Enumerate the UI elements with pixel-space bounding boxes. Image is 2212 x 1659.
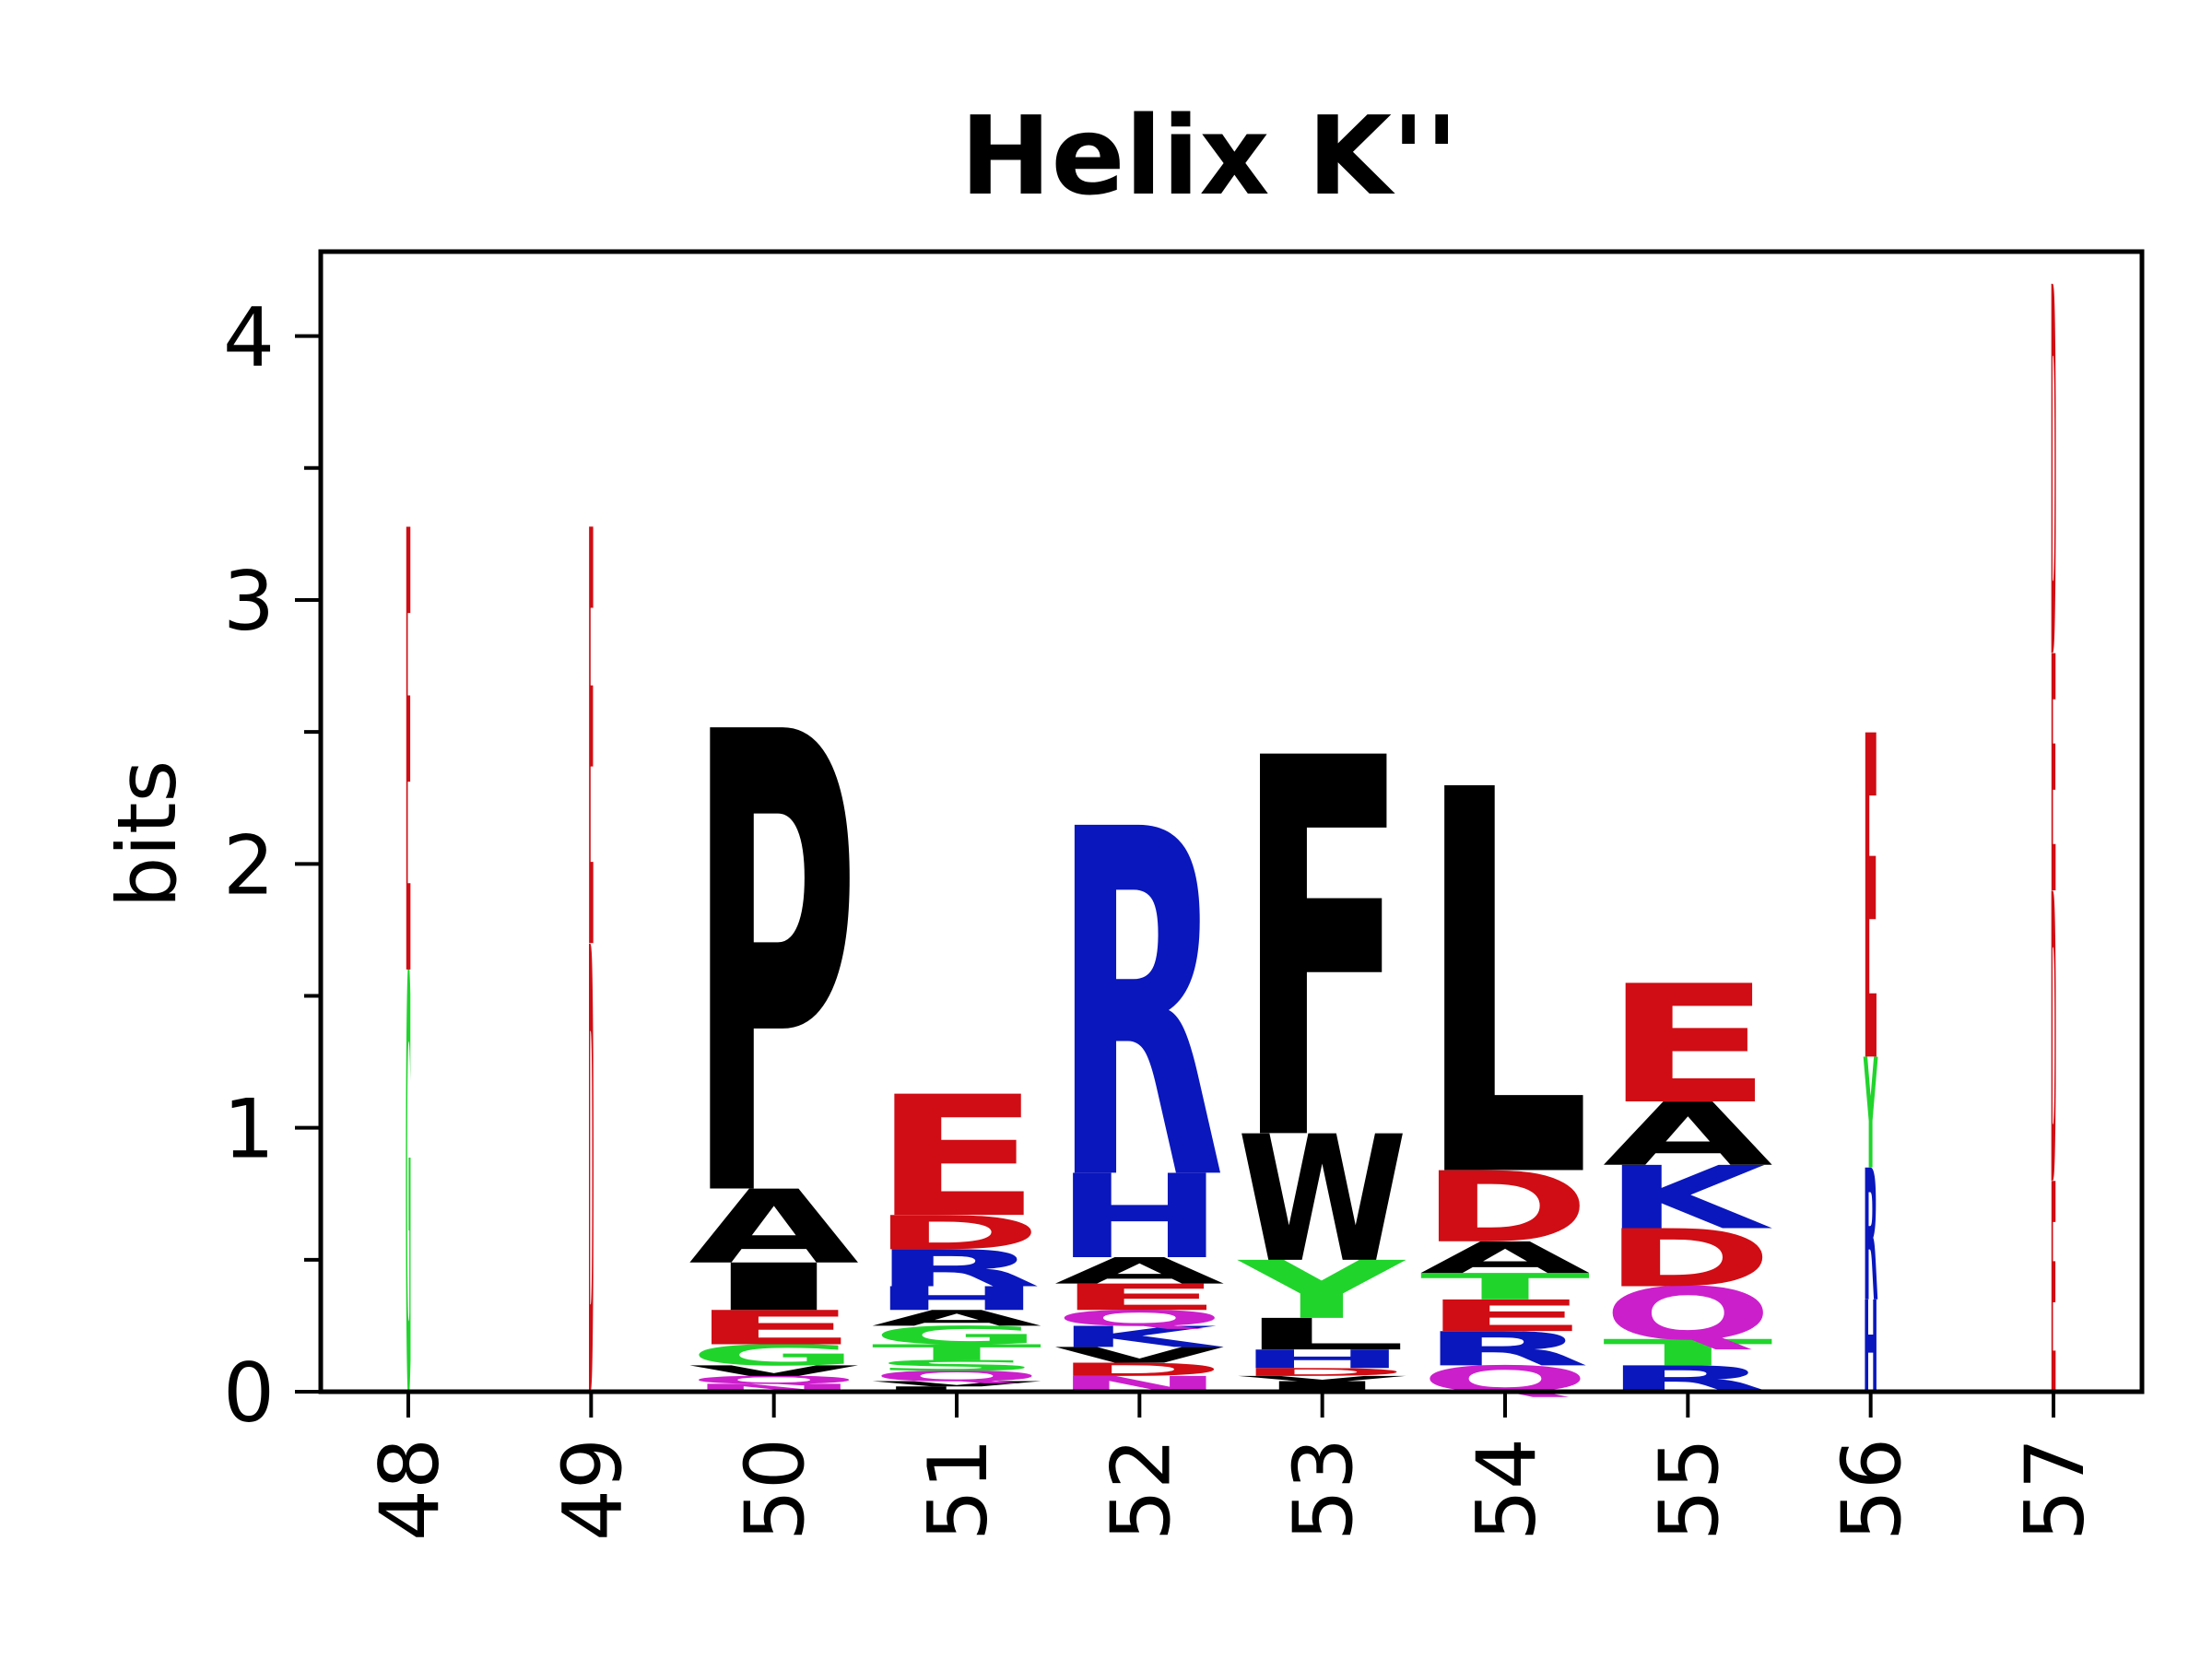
logo-letter-E: E: [1603, 950, 1773, 1139]
x-tick-label: 51: [911, 1438, 1006, 1541]
logo-letter-R: R: [1054, 731, 1225, 1287]
logo-letter-A: A: [872, 1306, 1042, 1331]
logo-letter-T: T: [872, 1340, 1042, 1365]
y-axis-ticks: 0 1 2 3 4: [223, 290, 321, 1441]
logo-letter-E: E: [1054, 1277, 1225, 1319]
logo-letters: GEDENQVGEIAPLVQSTGAHRDENDVKQEAHRIVDHLYWF…: [406, 183, 2056, 1537]
logo-letter-H: H: [1864, 1276, 1878, 1423]
logo-letter-E: E: [2051, 588, 2056, 967]
logo-letter-D: D: [1603, 1212, 1773, 1305]
logo-letter-Q: Q: [872, 1368, 1042, 1384]
logo-letter-A: A: [1420, 1232, 1591, 1283]
logo-letter-E: E: [588, 414, 594, 1078]
logo-letter-R: R: [872, 1240, 1042, 1299]
x-tick-label: 50: [728, 1438, 823, 1541]
logo-letter-Y: Y: [1237, 1243, 1406, 1336]
logo-letter-D: D: [1054, 1359, 1225, 1381]
logo-letter-V: V: [1054, 1343, 1225, 1368]
logo-letter-H: H: [872, 1280, 1042, 1318]
logo-letter-D: D: [872, 1206, 1042, 1260]
logo-letter-V: V: [688, 1362, 859, 1379]
logo-letter-D: D: [2051, 812, 2056, 1275]
y-tick-label: 4: [223, 290, 275, 385]
logo-letter-D: D: [1237, 1366, 1407, 1379]
logo-letter-L: L: [872, 1385, 1042, 1394]
x-axis-ticks: 48 49 50 51 52 53 54 55 56 57: [362, 1392, 2102, 1541]
logo-letter-A: A: [1603, 1084, 1773, 1185]
logo-letter-H: H: [1237, 1345, 1407, 1374]
x-tick-label: 48: [362, 1438, 457, 1541]
logo-letter-Q: Q: [688, 1374, 859, 1387]
logo-letter-G: G: [688, 1338, 859, 1371]
x-tick-label: 52: [1093, 1438, 1188, 1541]
logo-letter-E: E: [688, 1300, 859, 1355]
y-tick-label: 3: [223, 554, 275, 649]
y-tick-label: 2: [223, 818, 275, 912]
logo-letter-Q: Q: [1054, 1306, 1225, 1331]
logo-letter-F: F: [1237, 652, 1407, 1257]
logo-letter-H: H: [1054, 1150, 1225, 1285]
y-axis-label: bits: [100, 760, 194, 909]
logo-letter-D: D: [1420, 1151, 1591, 1265]
logo-letter-A: A: [1054, 1250, 1225, 1292]
logo-letter-L: L: [1420, 682, 1591, 1296]
x-tick-label: 57: [2007, 1438, 2102, 1541]
plot-frame: [318, 249, 2145, 1394]
logo-letter-T: T: [1603, 1332, 1773, 1374]
logo-letter-E: E: [872, 1061, 1042, 1254]
logo-letter-K: K: [1054, 1320, 1225, 1353]
y-tick-label: 1: [223, 1082, 275, 1177]
logo-letter-A: A: [688, 1169, 859, 1287]
logo-letter-E: E: [1420, 1291, 1591, 1342]
logo-letter-V: V: [872, 1380, 1042, 1388]
y-tick-label: 0: [223, 1346, 275, 1441]
x-tick-label: 54: [1459, 1438, 1554, 1541]
logo-letter-Q: Q: [1603, 1272, 1773, 1357]
logo-letter-V: V: [1237, 1374, 1407, 1382]
logo-letter-S: S: [872, 1358, 1042, 1374]
logo-letter-G: G: [406, 854, 411, 1528]
logo-letter-R: R: [1864, 1132, 1878, 1342]
logo-letter-P: P: [688, 601, 859, 1337]
logo-letter-L: L: [1237, 1310, 1407, 1360]
x-tick-label: 53: [1277, 1438, 1371, 1541]
logo-letter-E: E: [2051, 1124, 2056, 1461]
logo-letter-I: I: [688, 1250, 859, 1325]
x-tick-label: 49: [545, 1438, 640, 1541]
logo-letter-T: T: [1420, 1265, 1591, 1308]
x-tick-label: 55: [1641, 1438, 1736, 1541]
logo-letter-W: W: [1237, 1100, 1407, 1302]
logo-letter-G: G: [872, 1321, 1042, 1350]
logo-letter-R: R: [1420, 1322, 1591, 1376]
chart-title: Helix K'': [960, 92, 1459, 219]
logo-letter-E: E: [1864, 644, 1878, 1162]
logo-letter-D: D: [2051, 183, 2056, 772]
logo-letter-Y: Y: [1864, 1027, 1878, 1204]
x-tick-label: 56: [1825, 1438, 1920, 1541]
logo-letter-D: D: [588, 822, 594, 1537]
logo-letter-K: K: [1603, 1148, 1772, 1249]
logo-letter-E: E: [406, 406, 411, 1113]
